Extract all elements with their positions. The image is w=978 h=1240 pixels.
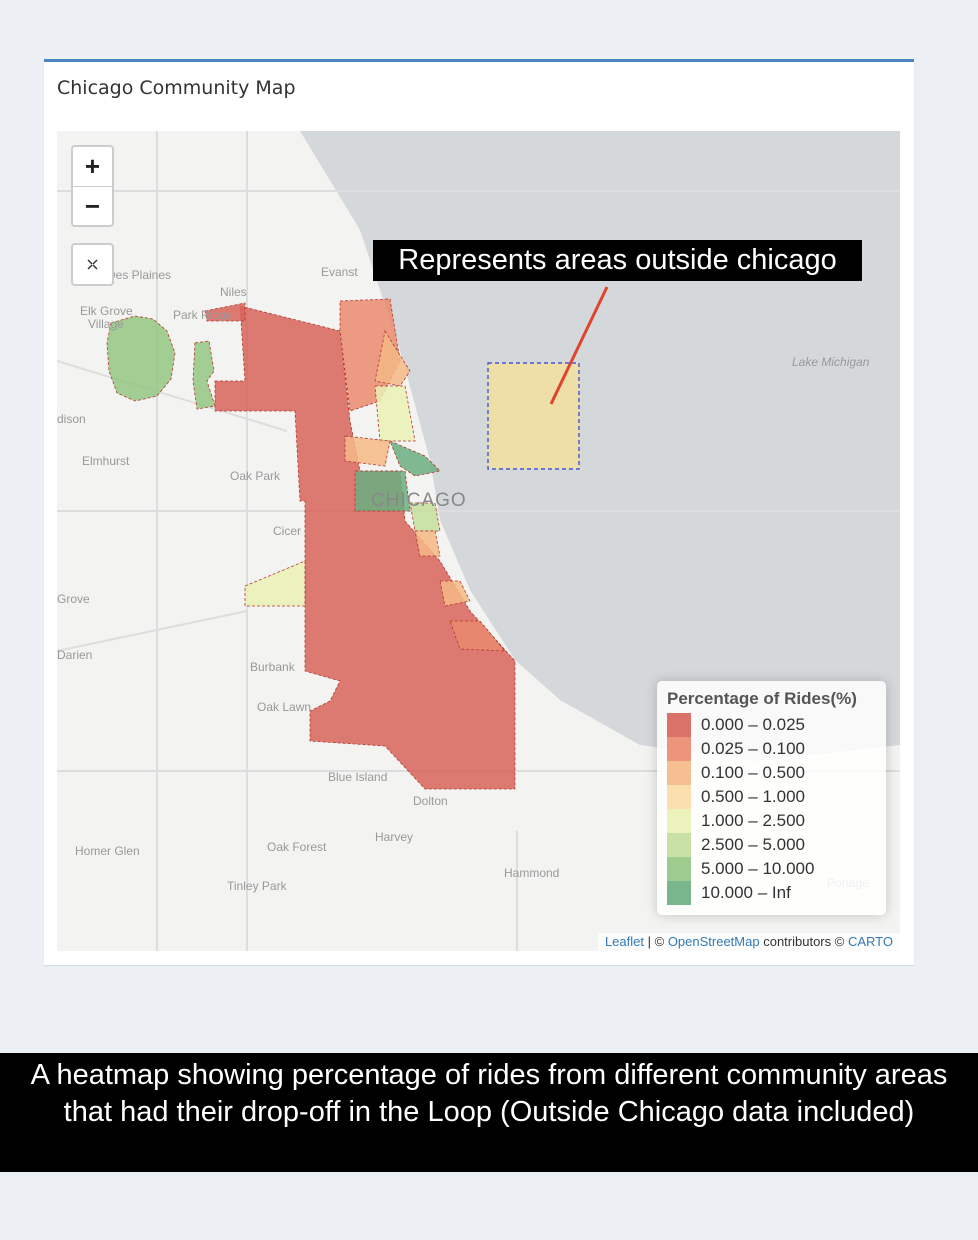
annotation: Represents areas outside chicago [373,240,862,281]
place-label: Grove [57,592,90,606]
panel: Chicago Community Map Des Plaines Nil [44,59,914,965]
map[interactable]: Des Plaines Niles Evanst Elk Grove Village Pa… [57,131,900,951]
community-area [354,470,411,512]
place-label: CHICAGO [371,490,467,511]
legend-label: 0.025 – 0.100 [701,739,805,758]
legend-swatch [667,761,691,785]
place-label: Evanst [321,265,358,279]
place-label: Cicer [273,524,301,538]
place-label: Niles [220,285,247,299]
legend-label: 5.000 – 10.000 [701,859,815,878]
place-label: Oak Park [230,469,281,483]
legend-item: 0.100 – 0.500 [667,761,876,785]
community-area [449,620,506,652]
legend-item: 2.500 – 5.000 [667,833,876,857]
place-label: Dolton [413,794,448,808]
place-label: Oak Forest [267,840,327,854]
legend-swatch [667,785,691,809]
place-label: Tinley Park [227,879,288,893]
lake [300,131,900,761]
basemap [57,131,900,951]
place-label: Harvey [375,830,413,844]
legend-item: 0.025 – 0.100 [667,737,876,761]
legend-swatch [667,809,691,833]
community-area [244,560,306,607]
legend-label: 10.000 – Inf [701,883,791,902]
legend-swatch [667,881,691,905]
legend-swatch [667,857,691,881]
road [57,610,248,652]
legend-label: 1.000 – 2.500 [701,811,805,830]
community-area [192,340,216,410]
community-area [389,440,441,477]
place-label: Homer Glen [75,844,140,858]
community-area [344,435,391,467]
zoom-control: + − [71,145,114,227]
legend-item: 0.500 – 1.000 [667,785,876,809]
annotation-arrow [549,286,609,405]
legend-title: Percentage of Rides(%) [667,689,857,708]
legend-label: 0.100 – 0.500 [701,763,805,782]
place-label: Lake Michigan [792,355,870,369]
attribution-text: | © [647,934,665,949]
place-label: dison [57,412,86,426]
legend-item: 1.000 – 2.500 [667,809,876,833]
place-label: Hammond [504,866,559,880]
community-area [439,580,471,607]
legend: Percentage of Rides(%) 0.000 – 0.025 0.02… [657,681,886,915]
community-areas [106,298,516,790]
place-label: Des Plaines [107,268,171,282]
legend-swatch [667,833,691,857]
place-label: Darien [57,648,92,662]
fullscreen-button[interactable] [71,243,114,286]
place-label: Burbank [250,660,296,674]
legend-swatch [667,737,691,761]
place-label: Elk Grove [80,304,133,318]
attribution: Leaflet | © OpenStreetMap contributors ©… [597,933,900,951]
legend-label: 0.000 – 0.025 [701,715,805,734]
road [57,360,288,432]
legend-swatch [667,713,691,737]
place-label: Elmhurst [82,454,130,468]
community-area [106,315,176,402]
legend-item: 5.000 – 10.000 [667,857,876,881]
community-area [374,385,416,442]
attribution-link[interactable]: CARTO [847,934,893,949]
caption: A heatmap showing percentage of rides fr… [0,1053,978,1172]
community-area [409,502,441,532]
legend-label: 2.500 – 5.000 [701,835,805,854]
community-area [414,530,441,557]
attribution-link[interactable]: OpenStreetMap [667,934,760,949]
place-label: Park Ridge [173,308,233,322]
place-label: Village [88,317,124,331]
fullscreen-icon [87,259,98,270]
zoom-in[interactable]: + [73,147,112,187]
legend-item: 0.000 – 0.025 [667,713,876,737]
place-label: Oak Lawn [257,700,311,714]
attribution-link[interactable]: Leaflet [604,934,644,949]
legend-item: 10.000 – Inf [667,881,876,905]
zoom-out[interactable]: − [84,191,101,221]
attribution-text: contributors © [763,934,845,949]
community-area [204,302,246,322]
legend-label: 0.500 – 1.000 [701,787,805,806]
place-label: Blue Island [328,770,387,784]
community-area [214,305,516,790]
panel-title: Chicago Community Map [57,77,296,99]
outside-chicago-area [487,362,580,470]
